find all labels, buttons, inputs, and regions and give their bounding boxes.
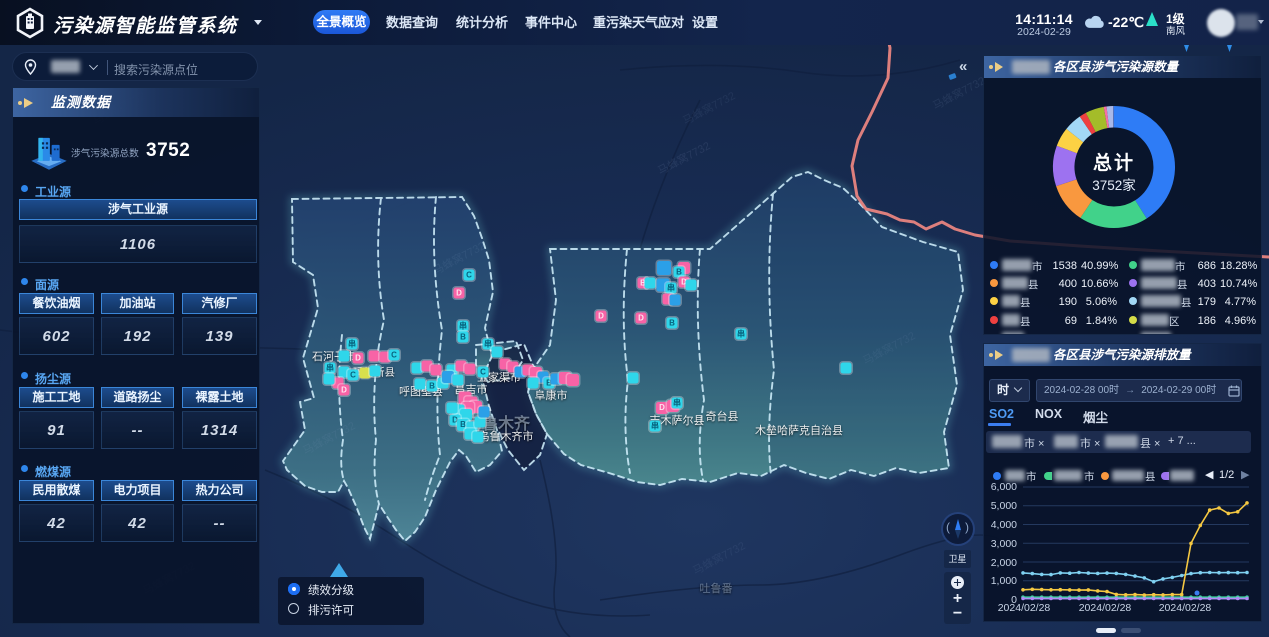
svg-text:5,000: 5,000 <box>991 500 1017 512</box>
svg-text:2024/02/28: 2024/02/28 <box>998 602 1051 614</box>
svg-text:4,000: 4,000 <box>991 519 1017 531</box>
svg-text:2,000: 2,000 <box>991 557 1017 569</box>
svg-text:6,000: 6,000 <box>991 481 1017 493</box>
svg-text:2024/02/28: 2024/02/28 <box>1079 602 1132 614</box>
svg-text:2024/02/28: 2024/02/28 <box>1159 602 1212 614</box>
svg-text:3,000: 3,000 <box>991 538 1017 550</box>
svg-text:0: 0 <box>1011 594 1017 606</box>
svg-text:1,000: 1,000 <box>991 575 1017 587</box>
